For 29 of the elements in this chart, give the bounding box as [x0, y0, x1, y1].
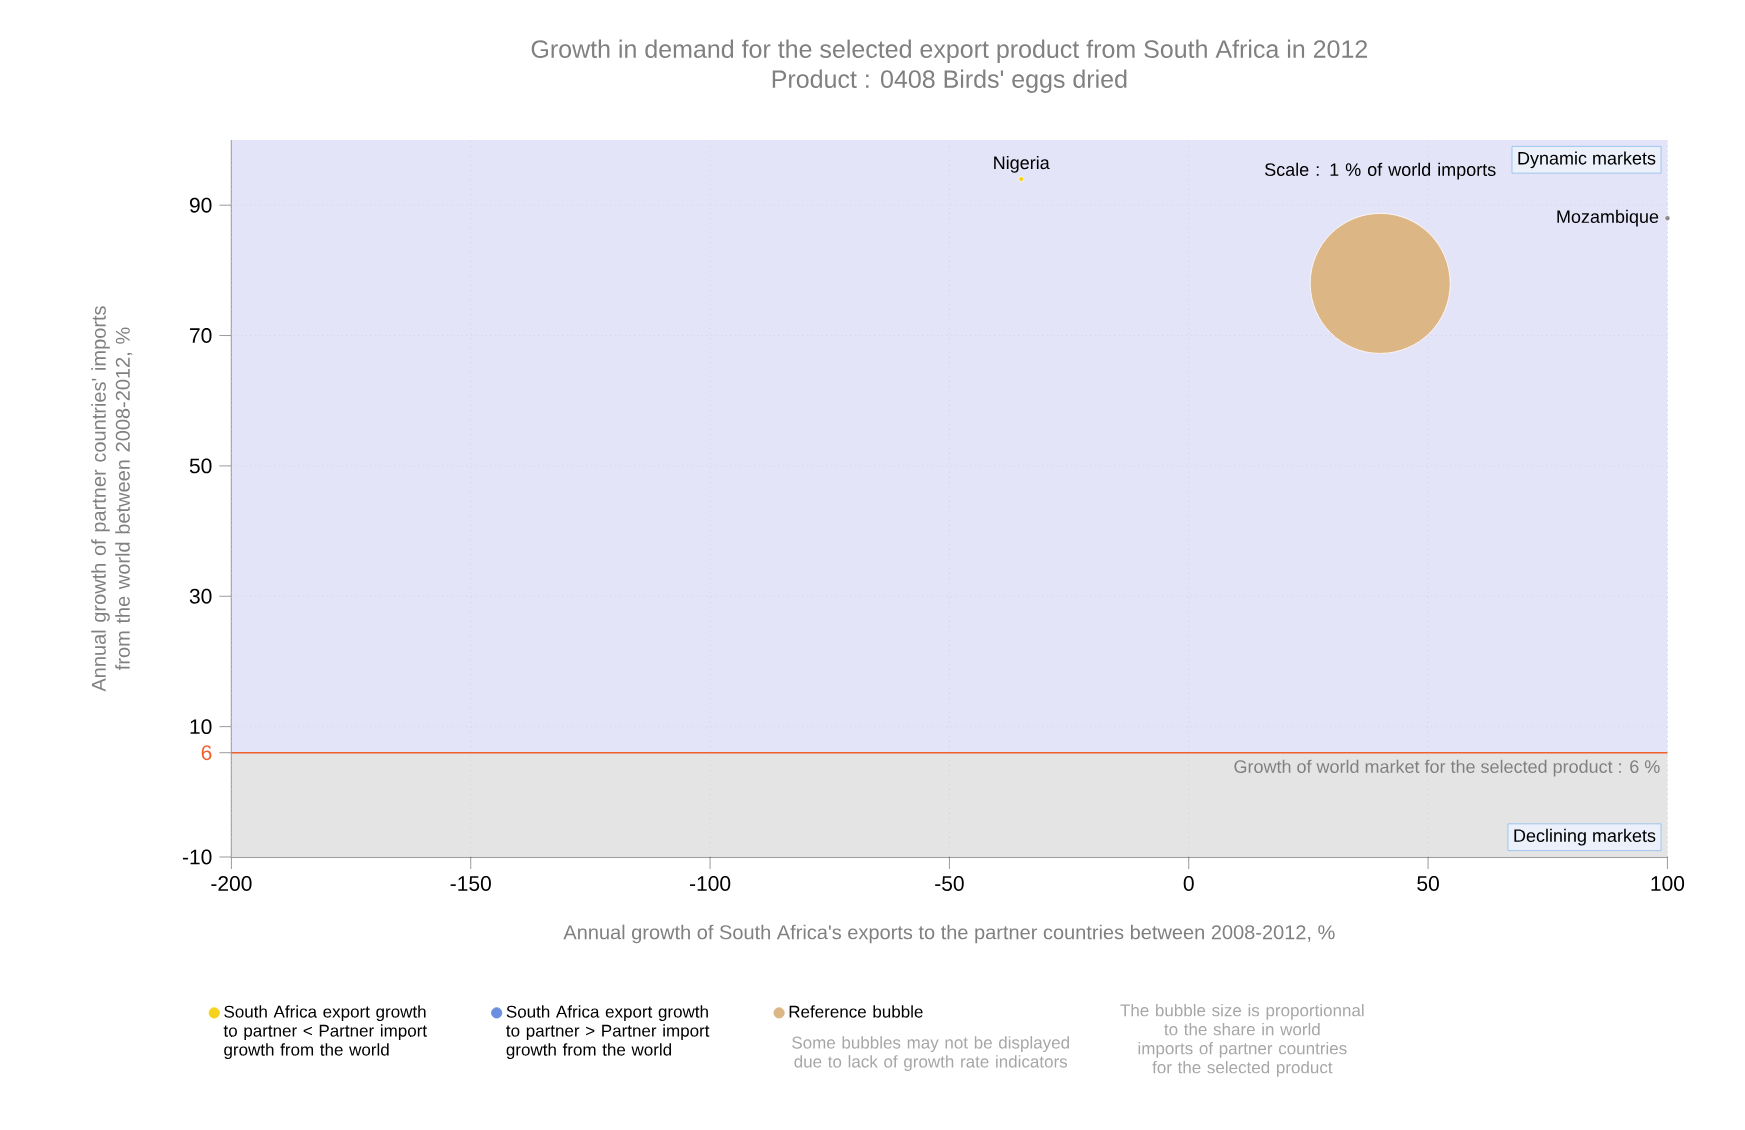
y-tick-label: 10	[190, 719, 212, 735]
y-tick-label: 70	[190, 328, 212, 343]
x-tick-label: -200	[211, 876, 252, 891]
y-axis-title: Annual growth of partner countries' imports from the world between 2008-2012, %	[91, 306, 133, 692]
x-tick-label: -150	[450, 876, 491, 891]
band-label: Declining markets	[1514, 828, 1656, 846]
legend-label: Reference bubble	[789, 1005, 923, 1018]
chart-subtitle: Product : 0408 Birds' eggs dried	[772, 69, 1127, 93]
x-tick-label: 0	[1183, 876, 1194, 891]
y-tick-label: 90	[189, 197, 212, 213]
x-tick-label: 50	[1417, 876, 1439, 891]
chart-title: Growth in demand for the selected export product from South Africa in 2012	[531, 39, 1367, 63]
text: The bubble size is proportionnal to the share in world imports of partner countries for the selected product	[1120, 1003, 1364, 1077]
y-tick-label: 6	[201, 745, 212, 761]
annotation: Scale : 1 % of world imports	[1264, 162, 1496, 180]
text: Some bubbles may not be displayed due to lack of growth rate indicators	[792, 1036, 1069, 1071]
annotation: Nigeria	[994, 155, 1050, 173]
band-label: Dynamic markets	[1518, 151, 1656, 169]
legend-label: South Africa export growth to partner > Partner import growth from the world	[506, 1005, 710, 1060]
x-axis-title: Annual growth of South Africa's exports to the partner countries between 2008-2012, %	[563, 924, 1335, 944]
x-tick-label: -100	[690, 876, 731, 891]
annotation: Mozambique	[1557, 209, 1659, 227]
x-tick-label: -50	[935, 876, 964, 891]
y-tick-label: 50	[189, 458, 212, 474]
y-tick-label: -10	[182, 849, 212, 865]
ref-line-label: Growth of world market for the selected product : 6 %	[1234, 759, 1660, 777]
y-tick-label: 30	[189, 588, 212, 604]
legend-label: South Africa export growth to partner < Partner import growth from the world	[223, 1005, 427, 1060]
x-tick-label: 100	[1651, 876, 1685, 891]
